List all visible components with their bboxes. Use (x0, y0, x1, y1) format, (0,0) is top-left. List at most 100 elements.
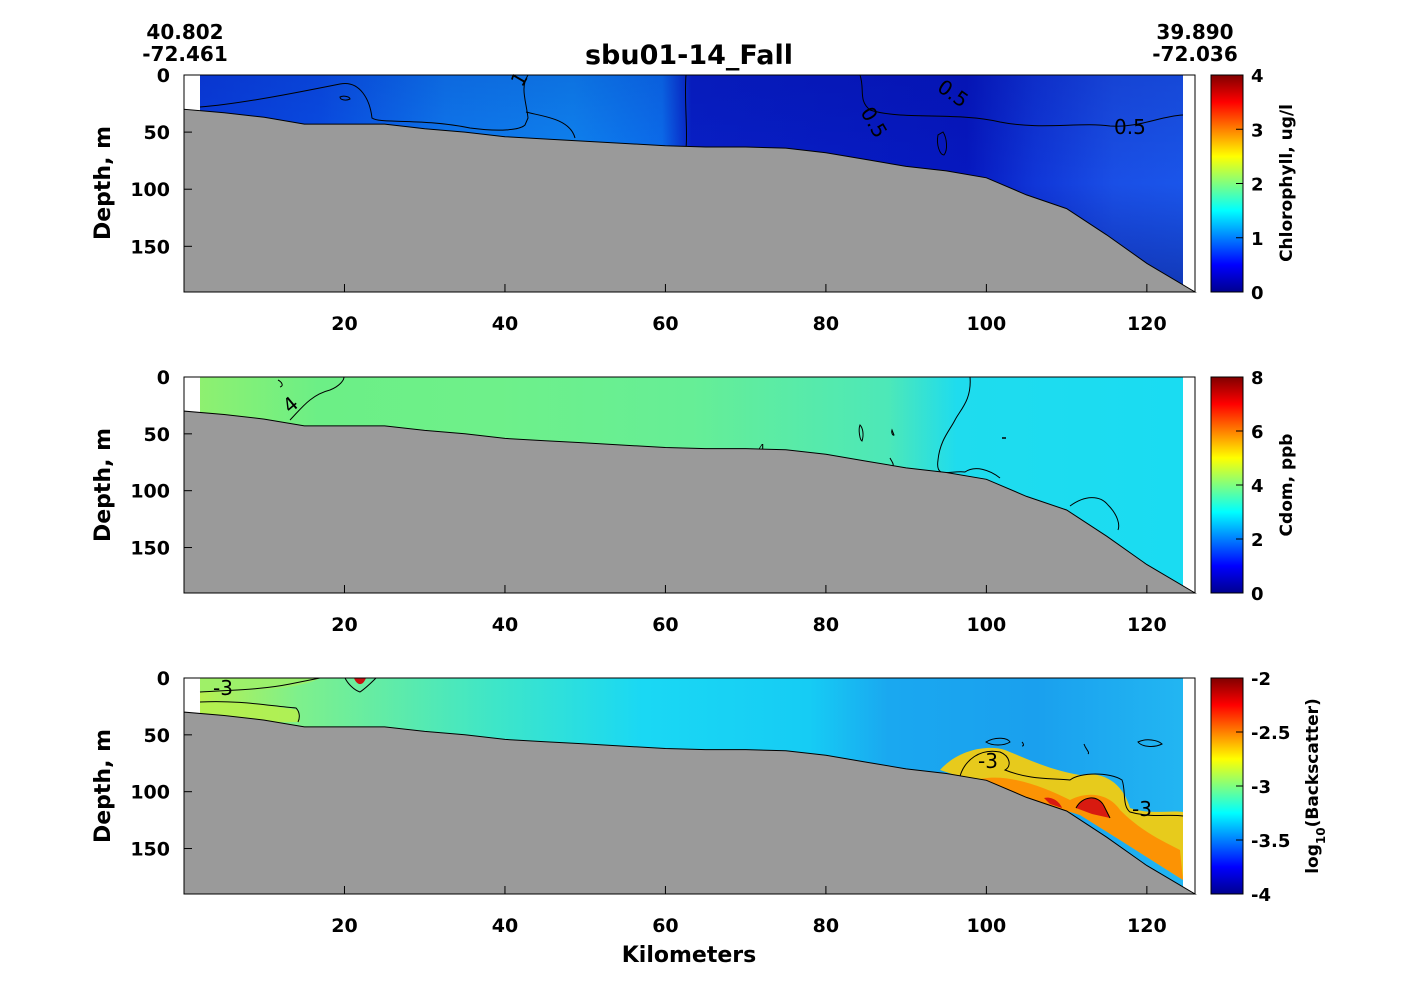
contour-line-3g (1083, 743, 1089, 755)
colorbar-tick-label: 2 (1251, 175, 1264, 196)
y-tick-label: 100 (130, 782, 170, 804)
y-tick-label: 150 (130, 538, 170, 560)
contour-label-3a: -3 (213, 676, 233, 700)
colorbar-tick-label: 1 (1251, 229, 1264, 250)
contour-line-3i (1075, 797, 1111, 819)
colorbar-tick-label: 4 (1251, 476, 1264, 497)
colorbar-label-3: log10(Backscatter) (1303, 698, 1328, 874)
y-tick-label: 50 (144, 725, 170, 747)
y-axis-label-2: Depth, m (91, 428, 116, 542)
y-tick-label: 150 (130, 839, 170, 861)
x-axis-label: Kilometers (622, 943, 756, 968)
y-ticks-1: 0 50 100 150 (130, 65, 192, 258)
colorbar-tick-label: 8 (1251, 368, 1264, 389)
y-tick-label: 0 (157, 65, 170, 87)
contour-line-3a (199, 677, 321, 693)
colorbar-tick-label: -2 (1251, 669, 1271, 690)
contour-line-3b (199, 701, 300, 723)
contour-line-3d (959, 750, 1184, 817)
contour-line-2e (858, 424, 864, 442)
x-tick-label: 60 (652, 313, 678, 335)
colorbar-ticks-1: 0 1 2 3 4 (1236, 66, 1264, 304)
contour-label-3b: -3 (978, 749, 998, 773)
plot-frame-1 (183, 74, 1196, 293)
y-tick-label: 50 (144, 122, 170, 144)
colorbar-ticks-3: -4 -3.5 -3 -2.5 -2 (1236, 669, 1290, 906)
x-tick-label: 20 (331, 614, 357, 636)
end-longitude: -72.036 (1152, 42, 1237, 66)
contour-line-2d (1069, 497, 1120, 531)
x-tick-label: 60 (652, 614, 678, 636)
x-tick-label: 120 (1127, 915, 1167, 937)
seafloor-3 (183, 711, 1197, 895)
colorbar-label-1: Chlorophyll, ug/l (1277, 104, 1297, 262)
x-ticks-2: 20 40 60 80 100 120 (331, 585, 1167, 636)
surface-red-spot (354, 678, 366, 685)
bottom-red-zone-2 (1044, 797, 1062, 808)
y-axis-label-1: Depth, m (91, 126, 116, 240)
contour-label-2b: 4 (758, 442, 765, 455)
colorbar-ticks-2: 0 2 4 6 8 (1236, 368, 1264, 605)
start-latitude: 40.802 (146, 20, 223, 44)
x-tick-label: 100 (967, 614, 1007, 636)
backscatter-panel: -3 -3 -3 0 50 100 150 20 40 60 80 100 120 Depth,… (91, 668, 1328, 968)
colorbar-label-3-rest: (Backscatter) (1303, 698, 1323, 827)
y-ticks-3: 0 50 100 150 (130, 668, 192, 861)
x-ticks-1: 20 40 60 80 100 120 (331, 284, 1167, 335)
contour-line-3c (344, 677, 377, 693)
colorbar-tick-label: -4 (1251, 885, 1271, 906)
start-longitude: -72.461 (142, 42, 227, 66)
bottom-orange-zone (970, 777, 1183, 880)
cdom-panel: 4 4 0 50 100 150 20 40 60 80 100 120 Depth, m 0 2… (91, 367, 1297, 636)
seafloor-2 (183, 410, 1197, 594)
colorbar-tick-label: 0 (1251, 283, 1264, 304)
colorbar-tick-label: 6 (1251, 422, 1264, 443)
contour-line-3e (985, 737, 1011, 746)
x-tick-label: 80 (813, 915, 839, 937)
contour-line-1e (937, 131, 947, 156)
colorbar-tick-label: -3.5 (1251, 831, 1290, 852)
nearshore-layer (200, 678, 320, 692)
x-tick-label: 40 (492, 614, 518, 636)
colorbar-tick-label: 2 (1251, 530, 1264, 551)
y-tick-label: 0 (157, 668, 170, 690)
x-tick-label: 60 (652, 915, 678, 937)
contour-line-3h (1021, 741, 1024, 747)
colorbar-label-2: Cdom, ppb (1277, 434, 1297, 537)
x-ticks-3: 20 40 60 80 100 120 (331, 886, 1167, 937)
colorbar-tick-label: 3 (1251, 120, 1264, 141)
contour-line-2c (937, 376, 1001, 479)
y-tick-label: 100 (130, 179, 170, 201)
contour-line-1d (859, 74, 1184, 127)
chart-title: sbu01-14_Fall (585, 40, 793, 71)
colorbar-tick-label: 0 (1251, 584, 1264, 605)
contour-label-1c: 0.5 (1114, 115, 1146, 139)
plot-frame-3 (183, 677, 1196, 895)
y-tick-label: 0 (157, 367, 170, 389)
x-tick-label: 100 (967, 313, 1007, 335)
contour-line-2a (277, 379, 283, 388)
colorbar-1 (1210, 74, 1244, 293)
y-tick-label: 50 (144, 424, 170, 446)
contour-line-1a (199, 74, 529, 131)
y-axis-label-3: Depth, m (91, 729, 116, 843)
colorbar-label-3-sub: 10 (1314, 827, 1328, 844)
x-tick-label: 120 (1127, 313, 1167, 335)
plot-frame-2 (183, 376, 1196, 594)
contour-line-1f (339, 95, 351, 101)
y-tick-label: 100 (130, 481, 170, 503)
contour-line-2b (289, 376, 345, 421)
contour-line-1b (525, 111, 576, 139)
seafloor-1 (183, 108, 1197, 293)
x-tick-label: 100 (967, 915, 1007, 937)
x-tick-label: 80 (813, 614, 839, 636)
contour-line-2f (891, 428, 895, 436)
colorbar-label-3-main: log (1303, 844, 1323, 874)
x-tick-label: 20 (331, 915, 357, 937)
x-tick-label: 120 (1127, 614, 1167, 636)
colorbar-tick-label: -2.5 (1251, 723, 1290, 744)
colorbar-tick-label: -3 (1251, 777, 1271, 798)
contour-line-1c (684, 74, 688, 149)
